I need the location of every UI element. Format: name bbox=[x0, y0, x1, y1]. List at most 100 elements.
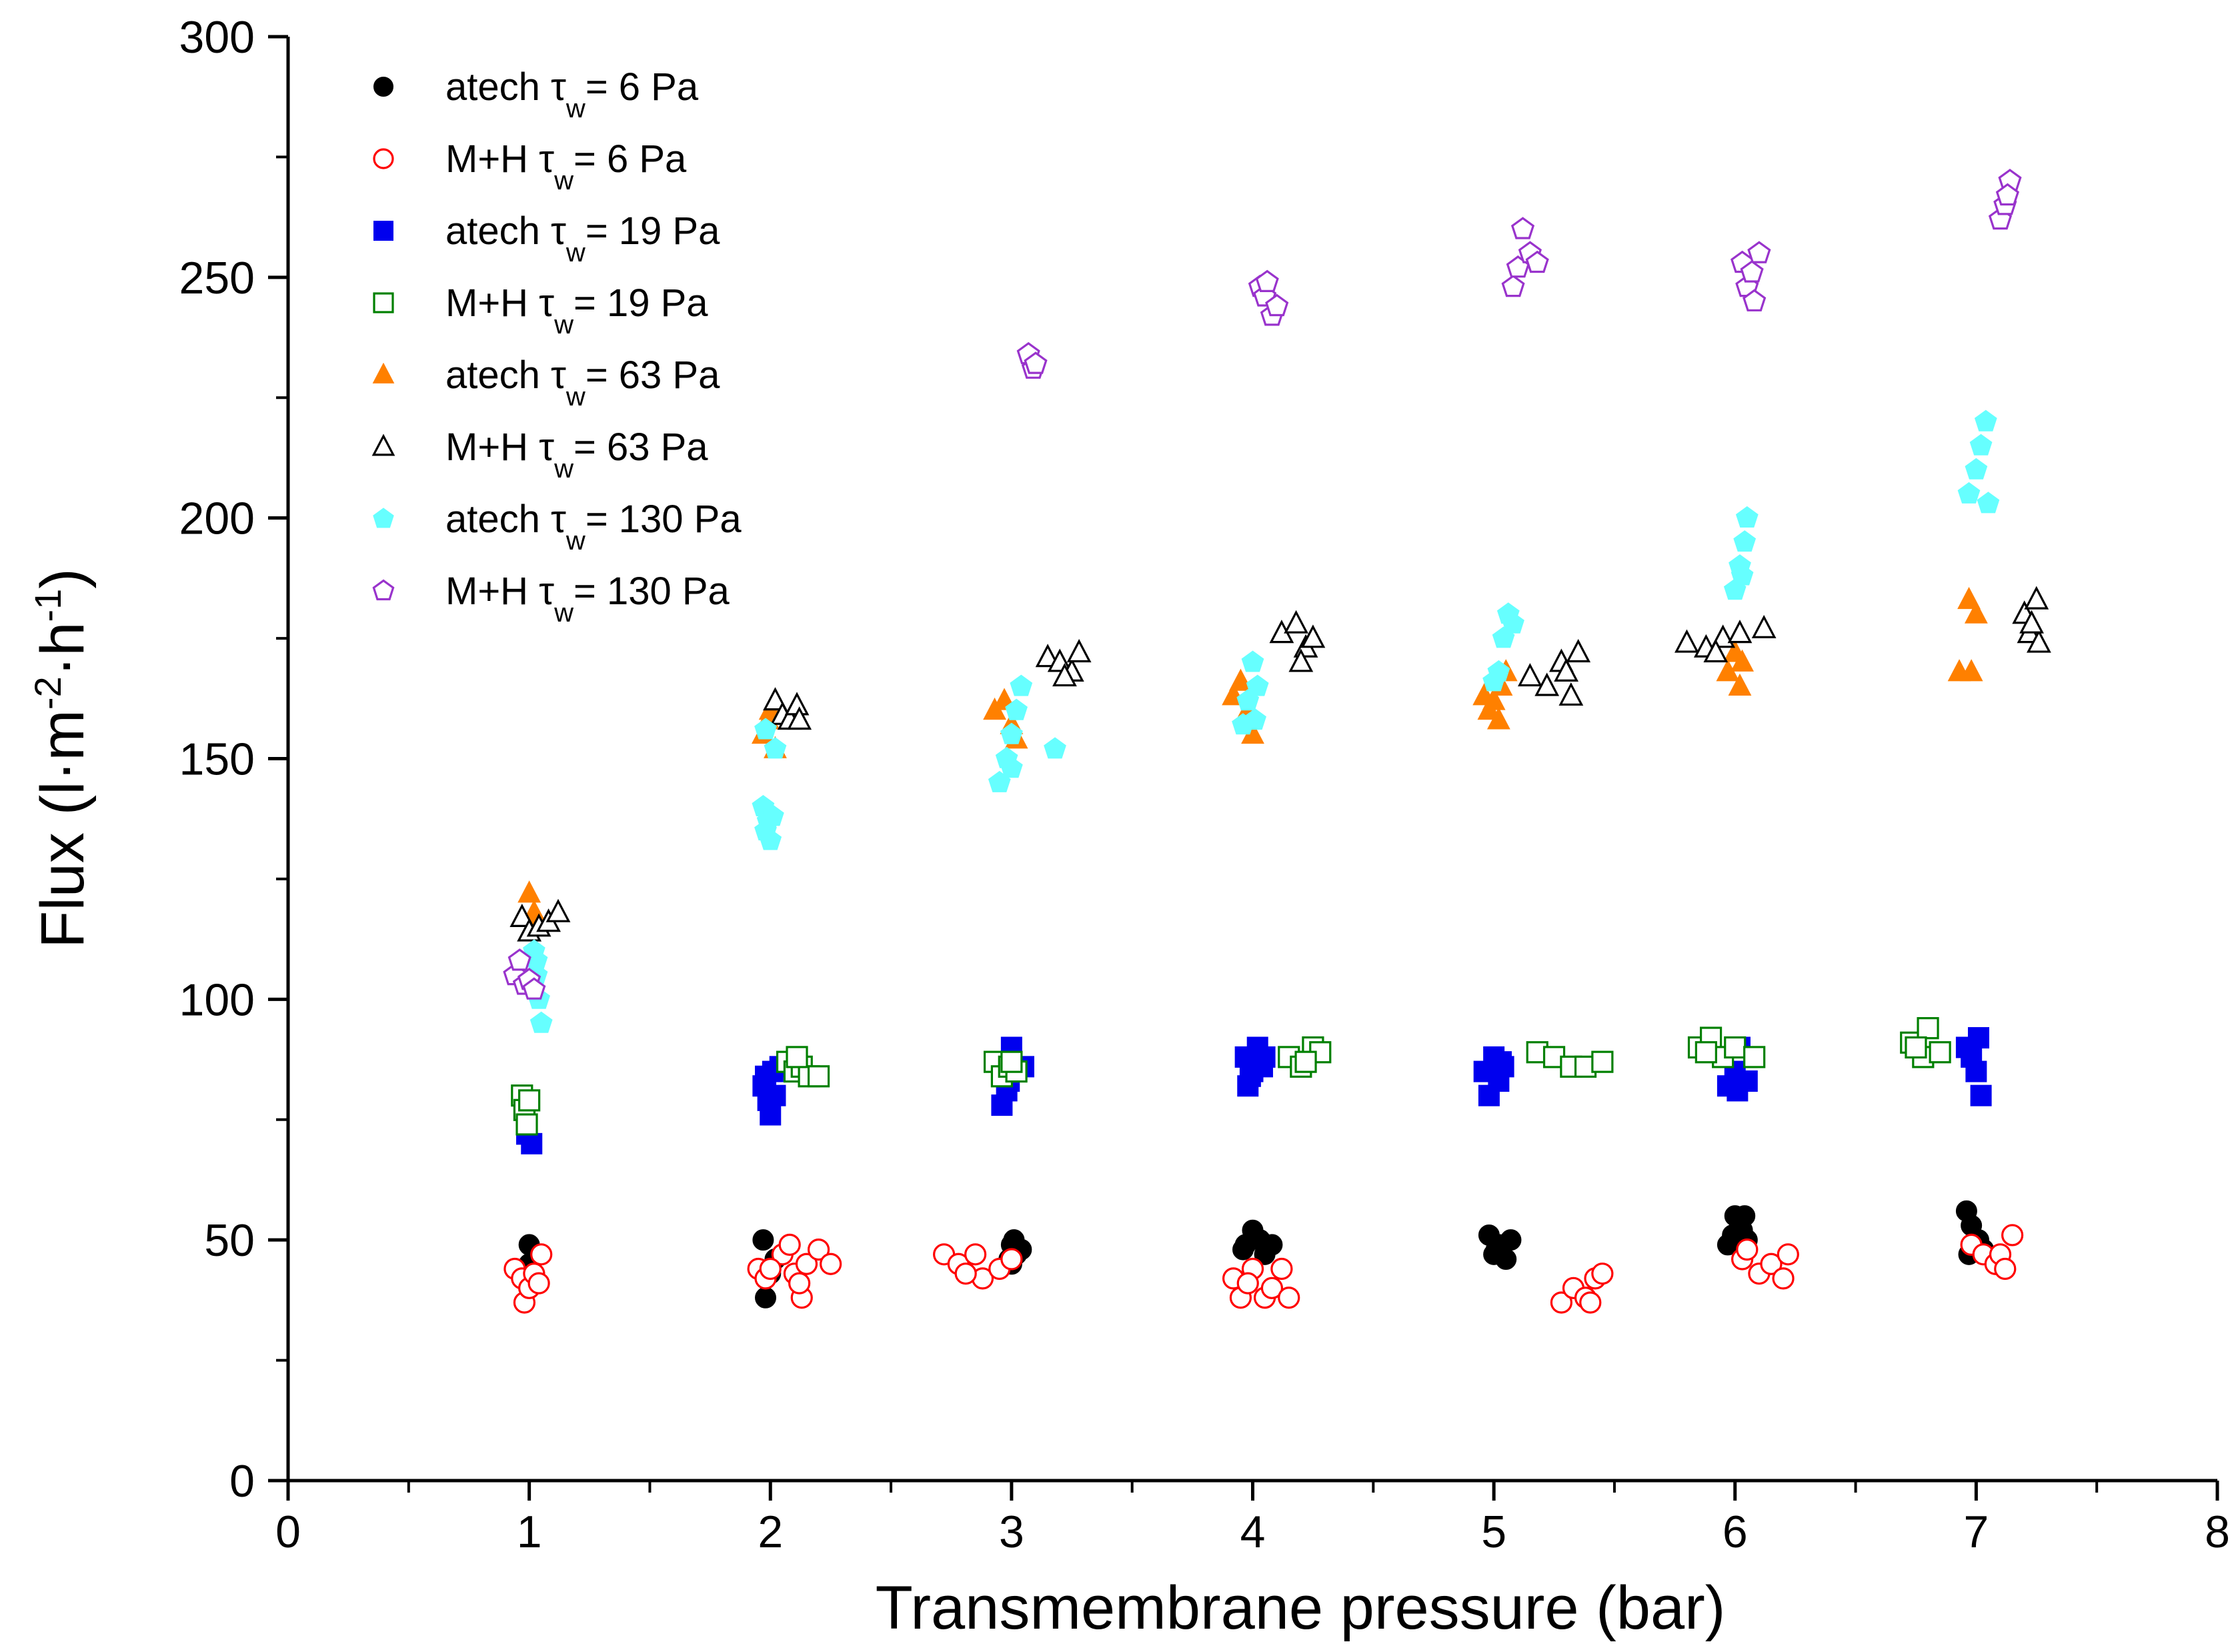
data-point bbox=[1957, 586, 1981, 610]
data-point bbox=[515, 1113, 538, 1136]
legend-marker bbox=[373, 148, 394, 169]
data-point bbox=[1974, 409, 1997, 432]
y-axis-title-mid: ·h bbox=[29, 622, 97, 677]
legend-marker bbox=[373, 77, 393, 97]
data-point bbox=[1743, 289, 1767, 311]
data-point bbox=[1490, 1051, 1512, 1073]
legend-label-subscript: w bbox=[553, 310, 574, 339]
data-point bbox=[755, 1287, 777, 1309]
data-point bbox=[1558, 682, 1584, 706]
data-point bbox=[755, 1065, 777, 1087]
data-point bbox=[1255, 269, 1279, 292]
data-point bbox=[529, 1011, 553, 1033]
legend-label-subscript: w bbox=[553, 454, 574, 484]
legend-label-subscript: w bbox=[566, 238, 586, 267]
data-point bbox=[1510, 217, 1535, 239]
data-point bbox=[1000, 756, 1023, 778]
data-point bbox=[1534, 672, 1560, 696]
y-tick-label: 0 bbox=[229, 1456, 255, 1507]
data-point bbox=[1731, 649, 1755, 672]
data-point bbox=[1066, 639, 1092, 663]
data-point bbox=[1010, 674, 1033, 696]
data-point bbox=[1734, 1205, 1756, 1227]
data-point bbox=[1265, 293, 1289, 317]
y-tick-label: 300 bbox=[179, 12, 255, 63]
legend-label-suffix: = 19 Pa bbox=[574, 281, 708, 325]
data-point bbox=[1727, 620, 1753, 644]
data-point bbox=[807, 1065, 830, 1088]
data-point bbox=[1236, 1272, 1259, 1295]
data-point bbox=[1229, 668, 1252, 691]
data-point bbox=[2001, 1224, 2024, 1247]
legend-item: M+H τw= 6 Pa bbox=[373, 137, 687, 195]
legend-item: M+H τw= 63 Pa bbox=[371, 426, 708, 484]
legend-label-suffix: = 6 Pa bbox=[586, 65, 699, 109]
data-point bbox=[764, 1084, 786, 1106]
legend-item: atech τw= 63 Pa bbox=[372, 353, 720, 411]
y-axis-title: Flux (l·m-2·h-1) bbox=[27, 568, 97, 948]
data-point bbox=[1035, 644, 1060, 668]
data-point bbox=[764, 737, 787, 759]
data-point bbox=[1959, 659, 1983, 682]
data-point bbox=[763, 687, 788, 711]
legend-marker bbox=[372, 362, 395, 383]
ticks bbox=[268, 35, 2219, 1501]
data-point bbox=[1554, 658, 1579, 682]
data-point bbox=[1044, 737, 1066, 759]
data-markers bbox=[503, 169, 2051, 1314]
data-point bbox=[1517, 663, 1542, 687]
legend-item: M+H τw= 19 Pa bbox=[373, 281, 708, 339]
data-point bbox=[1550, 1291, 1572, 1314]
data-point bbox=[1727, 1080, 1749, 1102]
series-2 bbox=[503, 1224, 2024, 1314]
legend-label-suffix: = 19 Pa bbox=[586, 209, 720, 253]
legend-marker bbox=[373, 292, 394, 313]
legend-label-prefix: atech τ bbox=[445, 65, 566, 109]
legend-label-suffix: = 130 Pa bbox=[586, 498, 742, 541]
data-point bbox=[954, 1263, 977, 1285]
data-point bbox=[1731, 564, 1754, 586]
legend-label: atech τw= 6 Pa bbox=[445, 65, 699, 123]
data-point bbox=[760, 1104, 782, 1126]
data-point bbox=[754, 819, 777, 841]
data-point bbox=[1995, 183, 2019, 206]
data-point bbox=[1777, 1243, 1799, 1266]
legend-marker bbox=[373, 221, 393, 241]
data-point bbox=[1736, 1238, 1759, 1261]
data-point bbox=[530, 1243, 553, 1266]
data-point bbox=[1760, 1253, 1783, 1275]
data-point bbox=[1728, 673, 1752, 696]
legend-marker bbox=[373, 508, 394, 528]
data-point bbox=[1917, 1017, 1939, 1040]
data-point bbox=[1260, 1277, 1284, 1299]
data-point bbox=[507, 948, 531, 971]
series-8 bbox=[503, 169, 2022, 1000]
series-3 bbox=[516, 1027, 1992, 1154]
data-point bbox=[1579, 1291, 1602, 1314]
data-point bbox=[1261, 1234, 1283, 1256]
x-tick-label: 0 bbox=[275, 1507, 301, 1557]
data-point bbox=[522, 977, 546, 1000]
legend-label: M+H τw= 19 Pa bbox=[445, 281, 708, 339]
legend-label-subscript: w bbox=[566, 382, 586, 411]
x-tick-label: 1 bbox=[517, 1507, 542, 1557]
data-point bbox=[1591, 1050, 1614, 1073]
data-point bbox=[1751, 614, 1777, 639]
data-point bbox=[2027, 629, 2051, 653]
data-point bbox=[509, 903, 535, 928]
data-point bbox=[1735, 506, 1759, 528]
data-point bbox=[1772, 1267, 1795, 1290]
data-point bbox=[1905, 1036, 1927, 1059]
data-point bbox=[754, 718, 777, 740]
series-1 bbox=[518, 1200, 1995, 1309]
data-point bbox=[1232, 1238, 1254, 1261]
legend-label-suffix: = 63 Pa bbox=[586, 353, 720, 397]
data-point bbox=[1000, 1248, 1023, 1271]
legend-label: atech τw= 130 Pa bbox=[445, 498, 742, 556]
legend-label: M+H τw= 130 Pa bbox=[445, 570, 730, 628]
legend-label-suffix: = 130 Pa bbox=[574, 570, 730, 613]
data-point bbox=[1733, 530, 1757, 552]
y-tick-label: 200 bbox=[179, 494, 255, 544]
legend-label: M+H τw= 63 Pa bbox=[445, 426, 708, 484]
